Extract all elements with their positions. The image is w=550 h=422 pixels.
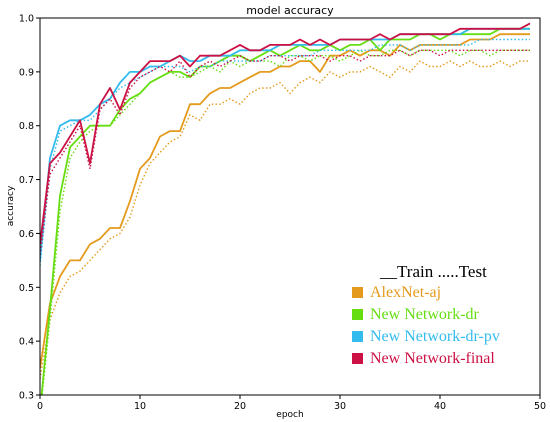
- y-tick-label: 0.6: [19, 229, 34, 240]
- legend-swatch: [352, 353, 363, 364]
- legend-label: New Network-final: [370, 350, 495, 367]
- legend-swatch: [352, 309, 363, 320]
- legend-label: AlexNet-aj: [370, 284, 441, 301]
- x-axis-label: epoch: [276, 410, 303, 420]
- y-tick-label: 0.5: [19, 283, 34, 294]
- x-tick-label: 0: [37, 401, 43, 412]
- y-tick-label: 0.3: [19, 391, 34, 402]
- new-network-final-train-line: [40, 22, 531, 245]
- legend-label: New Network-dr-pv: [370, 328, 500, 345]
- legend-header: __Train .....Test: [379, 262, 487, 281]
- y-tick-label: 0.9: [19, 67, 34, 78]
- alexnet-aj-test-line: [40, 60, 530, 379]
- series-layer: [40, 22, 531, 395]
- y-tick-label: 0.4: [19, 337, 34, 348]
- legend-label: New Network-dr: [370, 306, 480, 323]
- legend-entries: AlexNet-aj New Network-dr New Network-dr-p…: [352, 284, 500, 367]
- x-tick-label: 20: [234, 401, 246, 412]
- new-network-final-test-line: [40, 49, 530, 256]
- alexnet-aj-train-line: [40, 33, 530, 369]
- x-tick-label: 50: [534, 401, 546, 412]
- plot-frame: [39, 17, 541, 396]
- y-tick-label: 0.7: [19, 175, 34, 186]
- tick-layer: 0 10 20 30 40 50 0.3 0.4 0.5 0.6 0.7 0.8 0.9 1.0: [19, 14, 546, 413]
- x-tick-label: 30: [334, 401, 346, 412]
- new-network-dr-pv-test-line: [40, 38, 530, 266]
- y-tick-label: 0.8: [19, 121, 34, 132]
- legend-swatch: [352, 287, 363, 298]
- y-axis-label: accuracy: [6, 185, 16, 226]
- y-tick-label: 1.0: [19, 14, 34, 25]
- legend-swatch: [352, 331, 363, 342]
- x-tick-label: 40: [434, 401, 446, 412]
- chart-title: model accuracy: [246, 4, 334, 17]
- plot-area: [40, 22, 531, 395]
- x-tick-label: 10: [134, 401, 146, 412]
- legend: __Train .....Test AlexNet-aj New Network-…: [352, 262, 500, 367]
